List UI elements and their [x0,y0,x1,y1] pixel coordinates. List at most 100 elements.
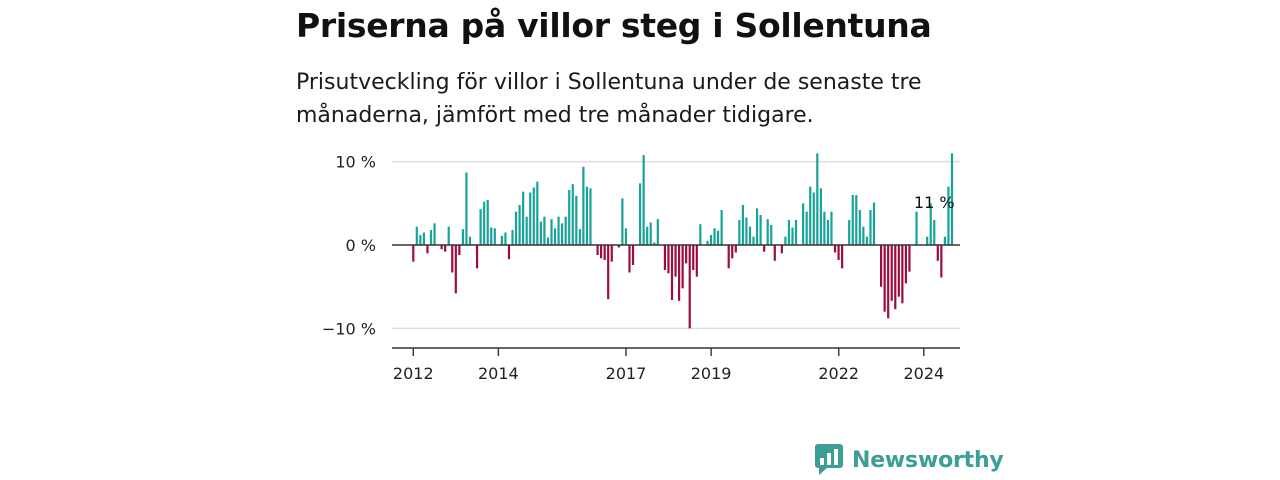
bar [805,211,808,245]
bar [674,245,677,277]
bar [833,245,837,253]
bar [440,245,443,250]
brand-logo: Newsworthy [815,444,1004,476]
bar [734,245,737,253]
bar [681,245,684,289]
bar [507,245,511,260]
last-value-annotation: 11 % [914,193,955,212]
bar [908,245,911,272]
tick-labels: 10 % 0 % −10 % 2012 2014 2017 2019 2022 2024 11 % [322,153,955,383]
bar [429,230,433,245]
bar [709,235,713,245]
bar [585,186,589,245]
bar [791,227,794,245]
bar [787,220,791,245]
bar [706,240,709,245]
y-tick-label: 10 % [335,153,376,172]
x-tick-label: 2024 [903,364,944,383]
bar [819,188,822,245]
bar [823,211,826,245]
x-tick-label: 2019 [691,364,732,383]
bar [447,226,450,245]
bar [812,192,815,245]
bar [766,219,769,245]
bar [851,195,854,245]
bar [493,228,496,245]
bar [915,211,918,245]
bar [514,211,518,245]
bar [855,195,858,245]
bar [784,236,787,245]
bar [950,153,954,245]
bar [656,219,659,245]
bar [699,224,702,245]
bar [883,245,886,312]
bar [575,195,578,245]
bar [858,210,861,245]
bar [933,220,936,245]
bar [720,210,723,245]
bar [419,235,422,245]
y-tick-label: −10 % [322,319,376,338]
bar [926,236,929,245]
bar [529,192,532,245]
bar [752,236,755,245]
newsworthy-logo-icon [815,444,843,475]
bar [532,187,535,245]
bar [465,172,468,245]
bar [639,183,642,245]
bar [426,245,429,254]
bar [624,228,628,245]
bar [862,226,865,245]
bar [872,202,876,245]
bar [543,216,546,245]
bar [536,181,539,245]
bar [904,245,908,284]
bar [802,203,805,245]
bar [546,237,550,245]
bar [869,210,872,245]
bar [561,223,564,245]
bar [486,200,489,245]
bar [649,222,652,245]
bar [500,235,503,245]
bar [504,232,507,245]
bar [816,153,819,245]
chart-title: Priserna på villor steg i Sollentuna [296,6,932,45]
bar [794,220,798,245]
bar [646,226,649,245]
bar [461,229,464,245]
bar [621,198,624,245]
bar [444,245,447,252]
bar [610,245,613,262]
bar [589,188,592,245]
bar [553,228,557,245]
x-tick-label: 2017 [606,364,647,383]
bar [578,229,581,245]
bar [748,226,752,245]
bar [809,186,812,245]
bar [865,236,869,245]
chart-subtitle: Prisutveckling för villor i Sollentuna u… [296,70,922,128]
bar [897,245,900,297]
bar [607,245,610,300]
bar [894,245,897,310]
bar [568,190,571,245]
bar [947,186,950,245]
bar [667,245,670,274]
bar [759,215,762,245]
bar [454,245,457,294]
bars [412,153,954,329]
bar [518,205,521,245]
bar [763,245,766,252]
bar [688,245,691,329]
bar [603,245,606,260]
bar [692,245,695,270]
bar [670,245,674,300]
bar [550,219,553,245]
bar [631,245,635,265]
bar [596,245,599,255]
bar [490,227,493,245]
bar [738,220,741,245]
bar [677,245,681,301]
